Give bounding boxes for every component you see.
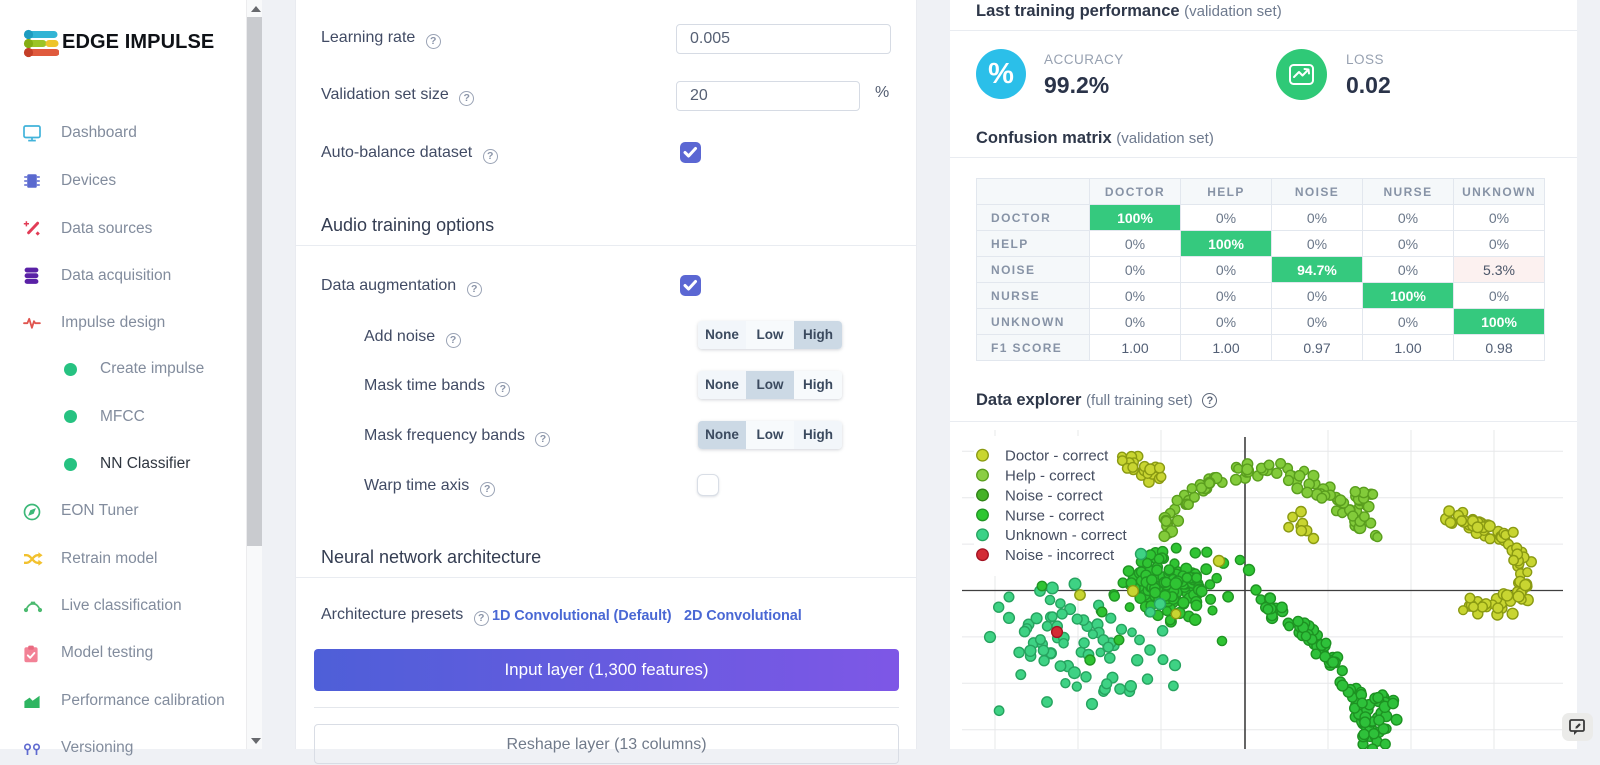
svg-text:Nurse - correct: Nurse - correct bbox=[1005, 507, 1105, 524]
svg-text:Doctor - correct: Doctor - correct bbox=[1005, 448, 1109, 465]
svg-text:Noise - incorrect: Noise - incorrect bbox=[1005, 547, 1115, 564]
svg-text:Help - correct: Help - correct bbox=[1005, 468, 1096, 485]
svg-text:Unknown - correct: Unknown - correct bbox=[1005, 527, 1128, 544]
svg-text:Noise - correct: Noise - correct bbox=[1005, 487, 1103, 504]
